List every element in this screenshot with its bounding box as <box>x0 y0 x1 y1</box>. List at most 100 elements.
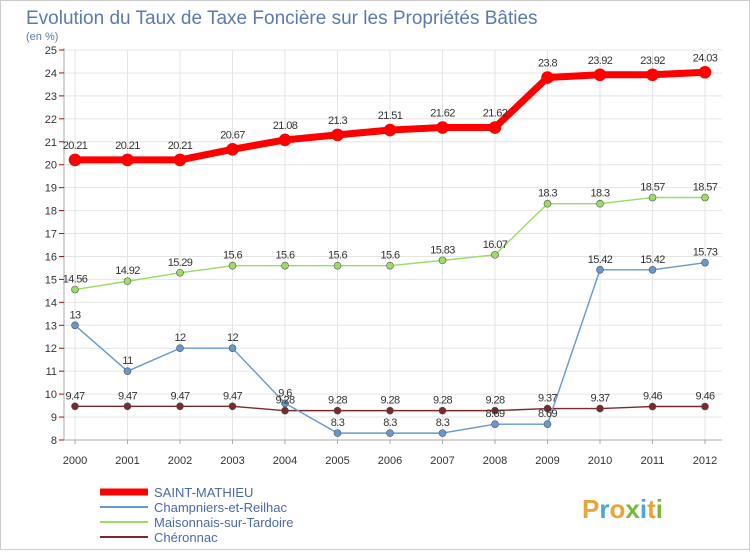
logo-letter: i <box>656 494 663 524</box>
data-label: 21.08 <box>273 120 298 132</box>
data-label: 14.56 <box>63 274 88 286</box>
data-point <box>123 277 132 286</box>
data-label: 9.28 <box>380 395 399 407</box>
data-label: 8.3 <box>383 417 397 429</box>
legend-label: Champniers-et-Reilhac <box>154 500 287 515</box>
proxiti-logo: Proxiti <box>582 494 663 524</box>
legend-label: Chéronnac <box>154 530 218 545</box>
data-point <box>701 258 709 267</box>
logo-letter: o <box>609 494 625 524</box>
x-tick-label: 2004 <box>273 455 297 467</box>
data-label: 15.6 <box>328 250 347 262</box>
x-tick-label: 2012 <box>693 455 717 467</box>
data-point <box>438 256 447 265</box>
data-label: 15.6 <box>223 250 242 262</box>
data-label: 18.57 <box>693 182 718 194</box>
data-label: 9.47 <box>65 390 84 402</box>
data-label: 9.47 <box>170 390 189 402</box>
data-label: 20.21 <box>63 140 88 152</box>
data-label: 24.03 <box>693 52 718 64</box>
data-label: 9.47 <box>223 390 242 402</box>
data-label: 8.3 <box>436 417 450 429</box>
data-label: 9.28 <box>275 395 294 407</box>
data-point <box>71 321 79 330</box>
data-point <box>386 406 394 415</box>
data-point <box>701 193 709 202</box>
data-point <box>646 68 659 82</box>
x-tick-label: 2010 <box>588 455 612 467</box>
y-tick-label: 10 <box>45 389 57 401</box>
data-label: 12 <box>227 332 239 344</box>
grid <box>64 49 722 441</box>
data-point <box>438 429 447 437</box>
y-tick-label: 8 <box>51 435 57 447</box>
y-tick-label: 20 <box>45 160 57 172</box>
data-point <box>698 65 712 79</box>
data-label: 20.67 <box>220 129 245 141</box>
x-tick-label: 2002 <box>168 455 192 467</box>
data-label: 9.37 <box>538 393 557 405</box>
logo-letter: P <box>582 494 599 524</box>
chart-title: Evolution du Taux de Taxe Foncière sur l… <box>26 8 538 29</box>
legend-label: Maisonnais-sur-Tardoire <box>154 515 293 530</box>
data-label: 8.69 <box>538 408 557 420</box>
data-point <box>491 406 499 415</box>
data-point <box>123 402 132 411</box>
data-label: 18.57 <box>640 182 665 194</box>
data-labels-1: 13 11 12 12 9.6 8.3 8.3 8.3 8.69 8.69 15.42 15.42 15… <box>69 247 718 429</box>
data-point <box>383 123 397 137</box>
data-label: 20.21 <box>115 140 140 152</box>
data-label: 15.42 <box>640 254 665 266</box>
data-label: 15.6 <box>275 250 294 262</box>
data-point <box>648 402 657 411</box>
y-tick-label: 21 <box>45 137 57 149</box>
data-label: 13 <box>69 309 81 321</box>
data-label: 9.28 <box>433 395 452 407</box>
data-point <box>543 199 552 208</box>
x-tick-label: 2011 <box>641 455 665 467</box>
logo-letter: i <box>640 494 647 524</box>
data-point <box>176 402 184 411</box>
data-label: 15.6 <box>380 250 399 262</box>
y-tick-label: 9 <box>51 412 57 424</box>
data-point <box>596 404 604 413</box>
data-label: 11 <box>122 355 133 367</box>
x-tick-label: 2001 <box>115 455 139 467</box>
series-0 <box>68 65 712 167</box>
series-3 <box>71 402 709 415</box>
data-label: 9.28 <box>328 395 347 407</box>
data-point <box>593 68 607 82</box>
data-label: 9.28 <box>485 395 504 407</box>
x-tick-label: 2006 <box>378 455 402 467</box>
data-point <box>333 406 342 415</box>
data-point <box>331 128 344 142</box>
x-tick-label: 2000 <box>63 455 87 467</box>
data-point <box>226 143 239 156</box>
data-point <box>123 367 132 375</box>
y-tick-label: 15 <box>45 274 57 286</box>
data-point <box>386 429 394 437</box>
data-label: 12 <box>174 332 186 344</box>
legend: SAINT-MATHIEUChampniers-et-ReilhacMaison… <box>100 485 293 545</box>
data-point <box>228 344 237 353</box>
plot-area: 8 9 10 11 12 13 14 15 16 17 18 19 20 21 22 23 24 25 2000 20… <box>45 45 722 467</box>
x-tick-label: 2003 <box>220 455 244 467</box>
y-tick-label: 23 <box>45 91 57 103</box>
data-label: 15.73 <box>693 247 718 259</box>
data-point <box>176 344 184 353</box>
logo-letter: x <box>625 494 640 524</box>
x-tick-label: 2009 <box>535 455 559 467</box>
data-point <box>488 121 502 134</box>
data-point <box>281 261 289 270</box>
legend-item: Champniers-et-Reilhac <box>100 500 287 515</box>
series-1 <box>71 258 709 437</box>
data-label: 15.83 <box>430 244 455 256</box>
data-point <box>333 261 342 270</box>
data-point <box>648 193 657 202</box>
legend-item: Maisonnais-sur-Tardoire <box>100 515 293 530</box>
legend-item: SAINT-MATHIEU <box>100 485 253 500</box>
series-2 <box>71 193 709 294</box>
